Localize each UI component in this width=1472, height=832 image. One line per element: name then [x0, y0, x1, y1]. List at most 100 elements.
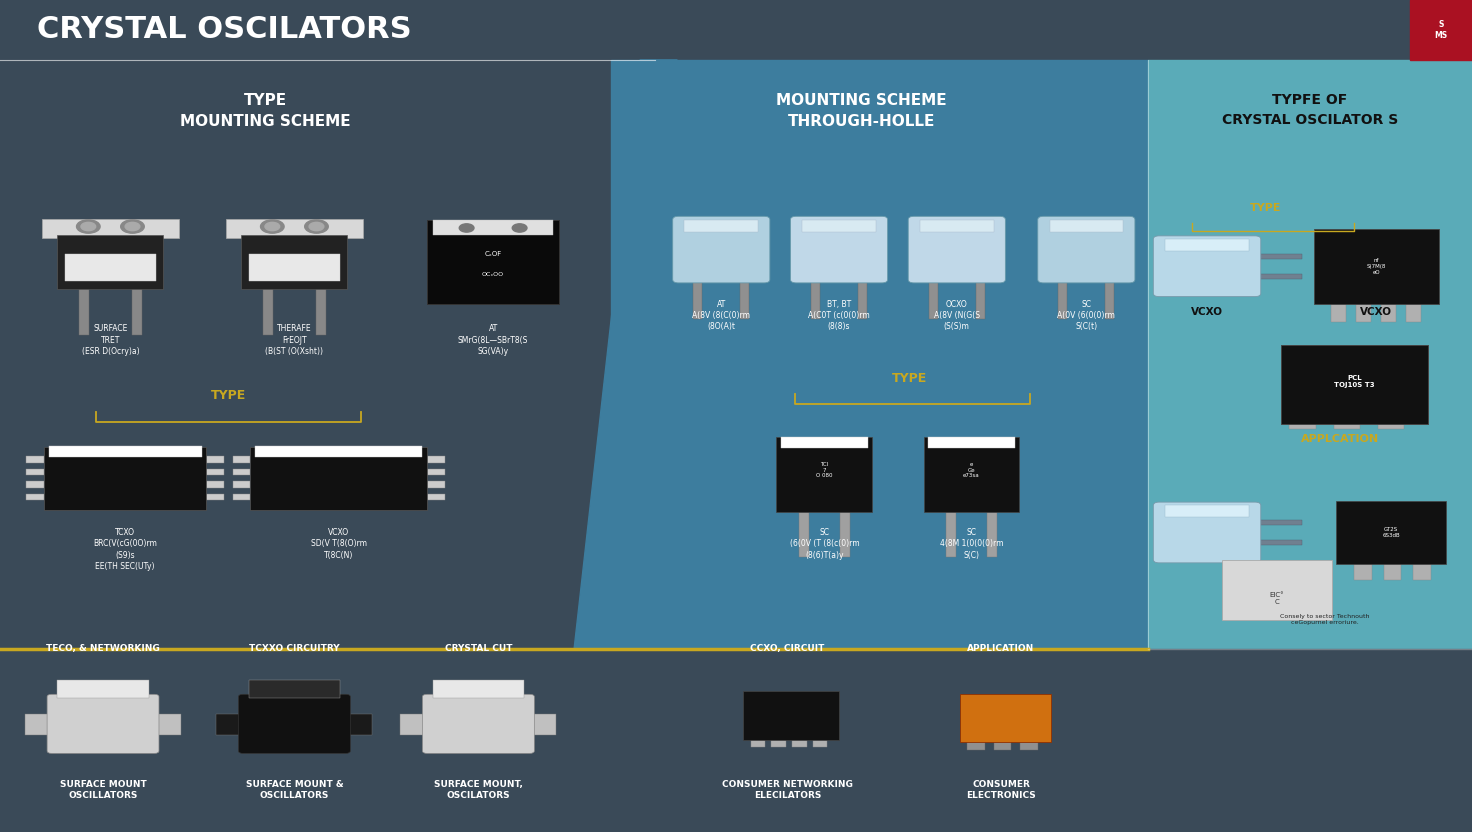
Bar: [427, 493, 445, 500]
Bar: [206, 481, 224, 488]
Bar: [0, 0, 1472, 60]
Text: THERAFE
FrEOJT
(B(ST (O(Xsht)): THERAFE FrEOJT (B(ST (O(Xsht)): [265, 324, 324, 355]
Bar: [225, 219, 364, 237]
Text: APPLICATION: APPLICATION: [967, 644, 1035, 653]
Text: VCXO: VCXO: [1191, 307, 1223, 317]
Text: TCXO
BRC(V(cG(0O)rm
(S9)s
EE(TH SEC(UTy): TCXO BRC(V(cG(0O)rm (S9)s EE(TH SEC(UTy): [93, 528, 158, 571]
Bar: [1314, 229, 1440, 304]
Bar: [41, 219, 180, 237]
Bar: [929, 437, 1016, 448]
Bar: [1166, 239, 1248, 250]
Text: CONSUMER NETWORKING
ELECILATORS: CONSUMER NETWORKING ELECILATORS: [723, 780, 852, 800]
Text: AT
SMrG(8L—SBrT8(S
SG(VA)y: AT SMrG(8L—SBrT8(S SG(VA)y: [458, 324, 528, 355]
Bar: [1254, 540, 1301, 545]
Bar: [1105, 280, 1114, 319]
Bar: [1222, 560, 1332, 620]
Bar: [967, 740, 985, 750]
Bar: [0, 649, 1472, 832]
Bar: [1050, 220, 1123, 232]
Bar: [26, 493, 44, 500]
Text: SURFACE MOUNT &
OSCILLATORS: SURFACE MOUNT & OSCILLATORS: [246, 780, 343, 800]
Text: TCI
7
O 080: TCI 7 O 080: [815, 462, 833, 478]
Bar: [241, 235, 347, 289]
Text: CONSUMER
ELECTRONICS: CONSUMER ELECTRONICS: [966, 780, 1036, 800]
Circle shape: [261, 220, 284, 233]
Bar: [65, 254, 156, 280]
Text: TECO, & NETWORKING: TECO, & NETWORKING: [46, 644, 160, 653]
Text: OCₓOO: OCₓOO: [481, 272, 505, 277]
FancyBboxPatch shape: [908, 216, 1005, 283]
Text: AT
A(8V (8(C(0)rm
(8O(A)t: AT A(8V (8(C(0)rm (8O(A)t: [692, 300, 751, 331]
Bar: [994, 740, 1011, 750]
Circle shape: [512, 224, 527, 232]
Bar: [433, 681, 524, 699]
Bar: [216, 714, 243, 735]
Bar: [346, 714, 372, 735]
Text: SC
A(0V (6(0(0)rm
S(C(t): SC A(0V (6(0(0)rm S(C(t): [1057, 300, 1116, 331]
Bar: [1148, 60, 1472, 649]
Bar: [206, 468, 224, 475]
Bar: [255, 446, 422, 458]
Bar: [427, 481, 445, 488]
Bar: [1413, 564, 1431, 581]
Bar: [976, 280, 985, 319]
Bar: [249, 681, 340, 699]
Bar: [57, 681, 149, 699]
Bar: [57, 235, 163, 289]
Circle shape: [265, 222, 280, 230]
Text: BT, BT
A(C0T (c(0(0)rm
(8(8)s: BT, BT A(C0T (c(0(0)rm (8(8)s: [808, 300, 870, 331]
Bar: [427, 468, 445, 475]
Text: TCXXO CIRCUITRY: TCXXO CIRCUITRY: [249, 644, 340, 653]
FancyBboxPatch shape: [47, 694, 159, 754]
Bar: [771, 739, 786, 747]
Circle shape: [305, 220, 328, 233]
Text: SC
4(8M 1(0(0(0)rm
S(C): SC 4(8M 1(0(0(0)rm S(C): [939, 528, 1004, 559]
Text: TYPFE OF
CRYSTAL OSCILATOR S: TYPFE OF CRYSTAL OSCILATOR S: [1222, 93, 1398, 126]
Polygon shape: [574, 60, 677, 649]
Text: MOUNTING SCHEME
THROUGH-HOLLE: MOUNTING SCHEME THROUGH-HOLLE: [776, 93, 946, 129]
Bar: [1332, 304, 1347, 322]
Bar: [1058, 280, 1067, 319]
FancyBboxPatch shape: [238, 694, 350, 754]
Bar: [792, 739, 807, 747]
Text: e
Ge
e73sa: e Ge e73sa: [963, 462, 980, 478]
Bar: [1382, 304, 1397, 322]
Circle shape: [309, 222, 324, 230]
Bar: [206, 456, 224, 463]
Circle shape: [81, 222, 96, 230]
Bar: [740, 280, 749, 319]
Bar: [920, 220, 994, 232]
Bar: [249, 254, 340, 280]
Bar: [250, 447, 427, 509]
Bar: [684, 220, 758, 232]
Bar: [233, 481, 250, 488]
Bar: [1254, 254, 1301, 259]
Text: PCL
TOJ10S T3: PCL TOJ10S T3: [1334, 374, 1375, 388]
Bar: [427, 220, 559, 304]
Text: nf
S(7M(8
eO: nf S(7M(8 eO: [1366, 258, 1387, 275]
Bar: [1166, 505, 1248, 517]
Text: SURFACE MOUNT,
OSCILATORS: SURFACE MOUNT, OSCILATORS: [434, 780, 523, 800]
Bar: [233, 468, 250, 475]
Text: OCXO
A(8V (N(G(S
(S(S)m: OCXO A(8V (N(G(S (S(S)m: [933, 300, 980, 331]
Text: VCXO: VCXO: [1360, 307, 1393, 317]
Text: CₓOF: CₓOF: [484, 250, 502, 257]
Bar: [1334, 419, 1360, 429]
Bar: [751, 739, 765, 747]
Bar: [1407, 304, 1422, 322]
Bar: [433, 220, 553, 235]
Bar: [802, 220, 876, 232]
FancyBboxPatch shape: [1153, 235, 1260, 296]
Bar: [26, 456, 44, 463]
Bar: [78, 289, 88, 334]
Text: TYPE: TYPE: [210, 389, 246, 402]
Text: GT2S
6S3dB: GT2S 6S3dB: [1382, 527, 1400, 537]
Text: SURFACE
TRET
(ESR D(Ocry)a): SURFACE TRET (ESR D(Ocry)a): [81, 324, 140, 355]
Bar: [25, 714, 52, 735]
Bar: [1410, 0, 1472, 60]
Bar: [233, 456, 250, 463]
Bar: [858, 280, 867, 319]
Text: TYPE: TYPE: [1250, 203, 1282, 213]
FancyBboxPatch shape: [1038, 216, 1135, 283]
Bar: [26, 468, 44, 475]
